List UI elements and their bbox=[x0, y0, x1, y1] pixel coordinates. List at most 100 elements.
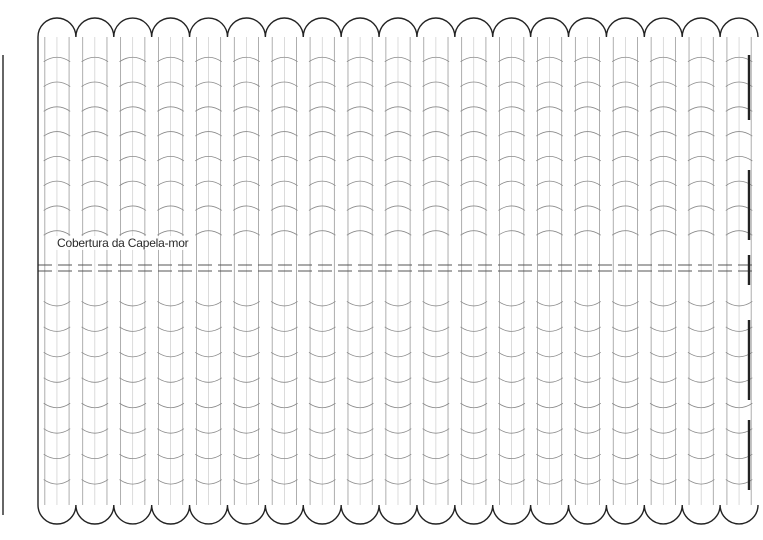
tile-course-arc bbox=[573, 155, 601, 162]
tile-course-arc bbox=[157, 106, 185, 112]
tile-course-arc bbox=[119, 479, 147, 485]
tile-course-arc bbox=[119, 56, 147, 63]
tile-course-arc bbox=[119, 428, 147, 434]
tile-course-arc bbox=[422, 402, 450, 409]
tile-course-arc bbox=[460, 230, 488, 236]
tile-course-arc bbox=[649, 479, 677, 485]
tile-course-arc bbox=[270, 155, 298, 162]
tile-course-arc bbox=[270, 479, 298, 485]
tile-course-arc bbox=[308, 428, 336, 434]
tile-course-arc bbox=[498, 56, 526, 63]
tile-course-arc bbox=[687, 352, 715, 358]
tile-course-arc bbox=[460, 180, 488, 186]
tile-course-arc bbox=[573, 377, 601, 383]
tile-course-arc bbox=[346, 81, 374, 87]
tile-course-arc bbox=[81, 352, 109, 358]
tile-course-arc bbox=[346, 230, 374, 236]
tile-course-arc bbox=[195, 155, 223, 162]
tile-course-arc bbox=[346, 205, 374, 211]
tile-course-arc bbox=[308, 301, 336, 307]
tile-course-arc bbox=[195, 377, 223, 383]
tile-course-arc bbox=[308, 106, 336, 112]
tile-course-arc bbox=[384, 453, 412, 460]
tile-course-arc bbox=[119, 301, 147, 307]
tile-course-arc bbox=[649, 131, 677, 137]
tile-course-arc bbox=[687, 377, 715, 383]
ridge-line bbox=[38, 264, 758, 272]
tile-course-arc bbox=[422, 81, 450, 87]
tile-course-arc bbox=[725, 301, 753, 307]
tile-course-arc bbox=[422, 479, 450, 485]
tile-course-arc bbox=[460, 428, 488, 434]
tile-course-arc bbox=[460, 155, 488, 162]
tile-course-arc bbox=[611, 205, 639, 211]
tile-course-arc bbox=[81, 301, 109, 307]
tile-course-arc bbox=[346, 326, 374, 332]
tile-course-arc bbox=[232, 402, 260, 409]
tile-course-arc bbox=[460, 377, 488, 383]
tile-course-arc bbox=[308, 453, 336, 460]
tile-course-arc bbox=[270, 301, 298, 307]
tile-course-arc bbox=[81, 326, 109, 332]
tile-course-arc bbox=[498, 106, 526, 112]
tile-course-arc bbox=[687, 205, 715, 211]
tile-course-arc bbox=[157, 301, 185, 307]
tile-course-arc bbox=[232, 352, 260, 358]
tile-course-arc bbox=[573, 205, 601, 211]
tile-course-arc bbox=[460, 106, 488, 112]
tile-course-arc bbox=[384, 131, 412, 137]
tile-course-arc bbox=[573, 402, 601, 409]
tile-course-arc bbox=[611, 155, 639, 162]
tile-course-arc bbox=[195, 479, 223, 485]
tile-course-arc bbox=[270, 428, 298, 434]
tile-course-arc bbox=[308, 131, 336, 137]
tile-course-arc bbox=[43, 155, 71, 162]
tile-course-arc bbox=[536, 180, 564, 186]
tile-course-arc bbox=[81, 230, 109, 236]
tile-course-arc bbox=[157, 155, 185, 162]
tile-course-arc bbox=[422, 377, 450, 383]
tile-course-arc bbox=[346, 180, 374, 186]
tile-course-arc bbox=[649, 205, 677, 211]
tile-course-arc bbox=[536, 131, 564, 137]
tile-course-arc bbox=[422, 428, 450, 434]
tile-course-arc bbox=[384, 326, 412, 332]
tile-course-arc bbox=[81, 155, 109, 162]
tile-course-arc bbox=[270, 377, 298, 383]
tile-course-arc bbox=[422, 131, 450, 137]
tile-course-arc bbox=[157, 326, 185, 332]
tile-course-arc bbox=[649, 56, 677, 63]
tile-course-arc bbox=[81, 180, 109, 186]
tile-course-arc bbox=[687, 479, 715, 485]
tile-course-arc bbox=[157, 230, 185, 236]
tile-course-arc bbox=[460, 56, 488, 63]
tile-course-arc bbox=[157, 402, 185, 409]
tile-course-arc bbox=[460, 352, 488, 358]
tile-course-arc bbox=[308, 205, 336, 211]
tile-course-arc bbox=[43, 230, 71, 236]
tile-course-arc bbox=[460, 453, 488, 460]
tile-course-arc bbox=[346, 155, 374, 162]
tile-course-arc bbox=[81, 453, 109, 460]
tile-course-arc bbox=[195, 131, 223, 137]
tile-course-arc bbox=[81, 377, 109, 383]
tile-course-arc bbox=[157, 352, 185, 358]
tile-course-arc bbox=[43, 56, 71, 63]
tile-course-arc bbox=[119, 377, 147, 383]
tile-course-arc bbox=[498, 81, 526, 87]
tile-course-arc bbox=[460, 479, 488, 485]
tile-course-arc bbox=[687, 81, 715, 87]
tile-course-arc bbox=[270, 352, 298, 358]
tile-course-arc bbox=[384, 155, 412, 162]
tile-course-arc bbox=[687, 56, 715, 63]
tile-course-arc bbox=[573, 301, 601, 307]
tile-course-arc bbox=[649, 377, 677, 383]
tile-course-arc bbox=[384, 56, 412, 63]
tile-course-arc bbox=[649, 106, 677, 112]
tile-course-arc bbox=[611, 326, 639, 332]
tile-course-arc bbox=[536, 56, 564, 63]
tile-course-arc bbox=[195, 180, 223, 186]
tile-course-arc bbox=[611, 352, 639, 358]
tile-course-arc bbox=[573, 352, 601, 358]
tile-course-arc bbox=[687, 428, 715, 434]
